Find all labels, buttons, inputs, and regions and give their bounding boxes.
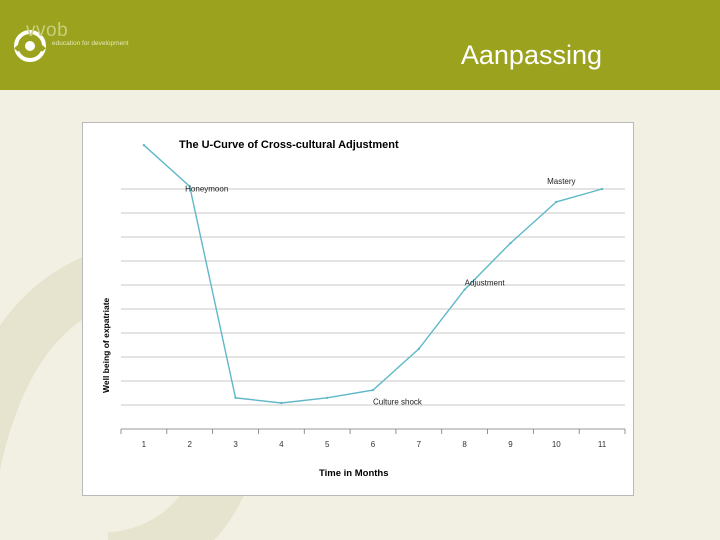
data-point [463,288,466,291]
annotation-label: Culture shock [373,397,423,406]
x-tick-label: 8 [462,440,467,449]
chart-title: The U-Curve of Cross-cultural Adjustment [179,139,399,151]
slide-title: Aanpassing [460,40,602,70]
x-tick-label: 4 [279,440,284,449]
data-point [509,241,512,245]
u-curve-chart: The U-Curve of Cross-cultural Adjustment… [101,139,626,479]
x-tick-label: 6 [371,440,376,449]
grid-lines [121,188,625,406]
data-point [188,185,191,188]
x-tick-label: 11 [598,440,607,449]
x-tick-label: 7 [417,440,422,449]
x-tick-label: 1 [142,440,147,449]
chart-panel: The U-Curve of Cross-cultural Adjustment… [82,122,634,496]
data-point [142,143,146,147]
x-tick-label: 9 [508,440,513,449]
logo-tagline: education for development [52,40,129,47]
data-point [280,401,283,405]
data-point [555,200,558,204]
annotation-label: Adjustment [465,279,506,288]
data-point [600,187,604,191]
x-tick-label: 5 [325,440,330,449]
annotations: Honeymoon Culture shock Adjustment Mastery [185,177,575,406]
series-line-group [142,143,604,405]
logo-wordmark: vvob [26,20,69,41]
x-tick-label: 3 [233,440,238,449]
data-point [234,396,237,400]
header-bar: vvob education for development Aanpassin… [0,0,720,90]
y-axis-label: Well being of expatriate [101,297,111,393]
x-tick-label: 2 [188,440,193,449]
data-point [325,396,329,400]
data-point [371,388,375,392]
annotation-label: Mastery [547,177,575,186]
annotation-label: Honeymoon [185,185,228,194]
vvob-logo-icon [14,30,46,62]
x-tick-label: 10 [552,440,561,449]
x-axis-label: Time in Months [319,468,389,479]
x-axis: 1 2 3 4 5 6 7 8 9 10 11 [120,428,626,449]
data-point [417,347,421,351]
